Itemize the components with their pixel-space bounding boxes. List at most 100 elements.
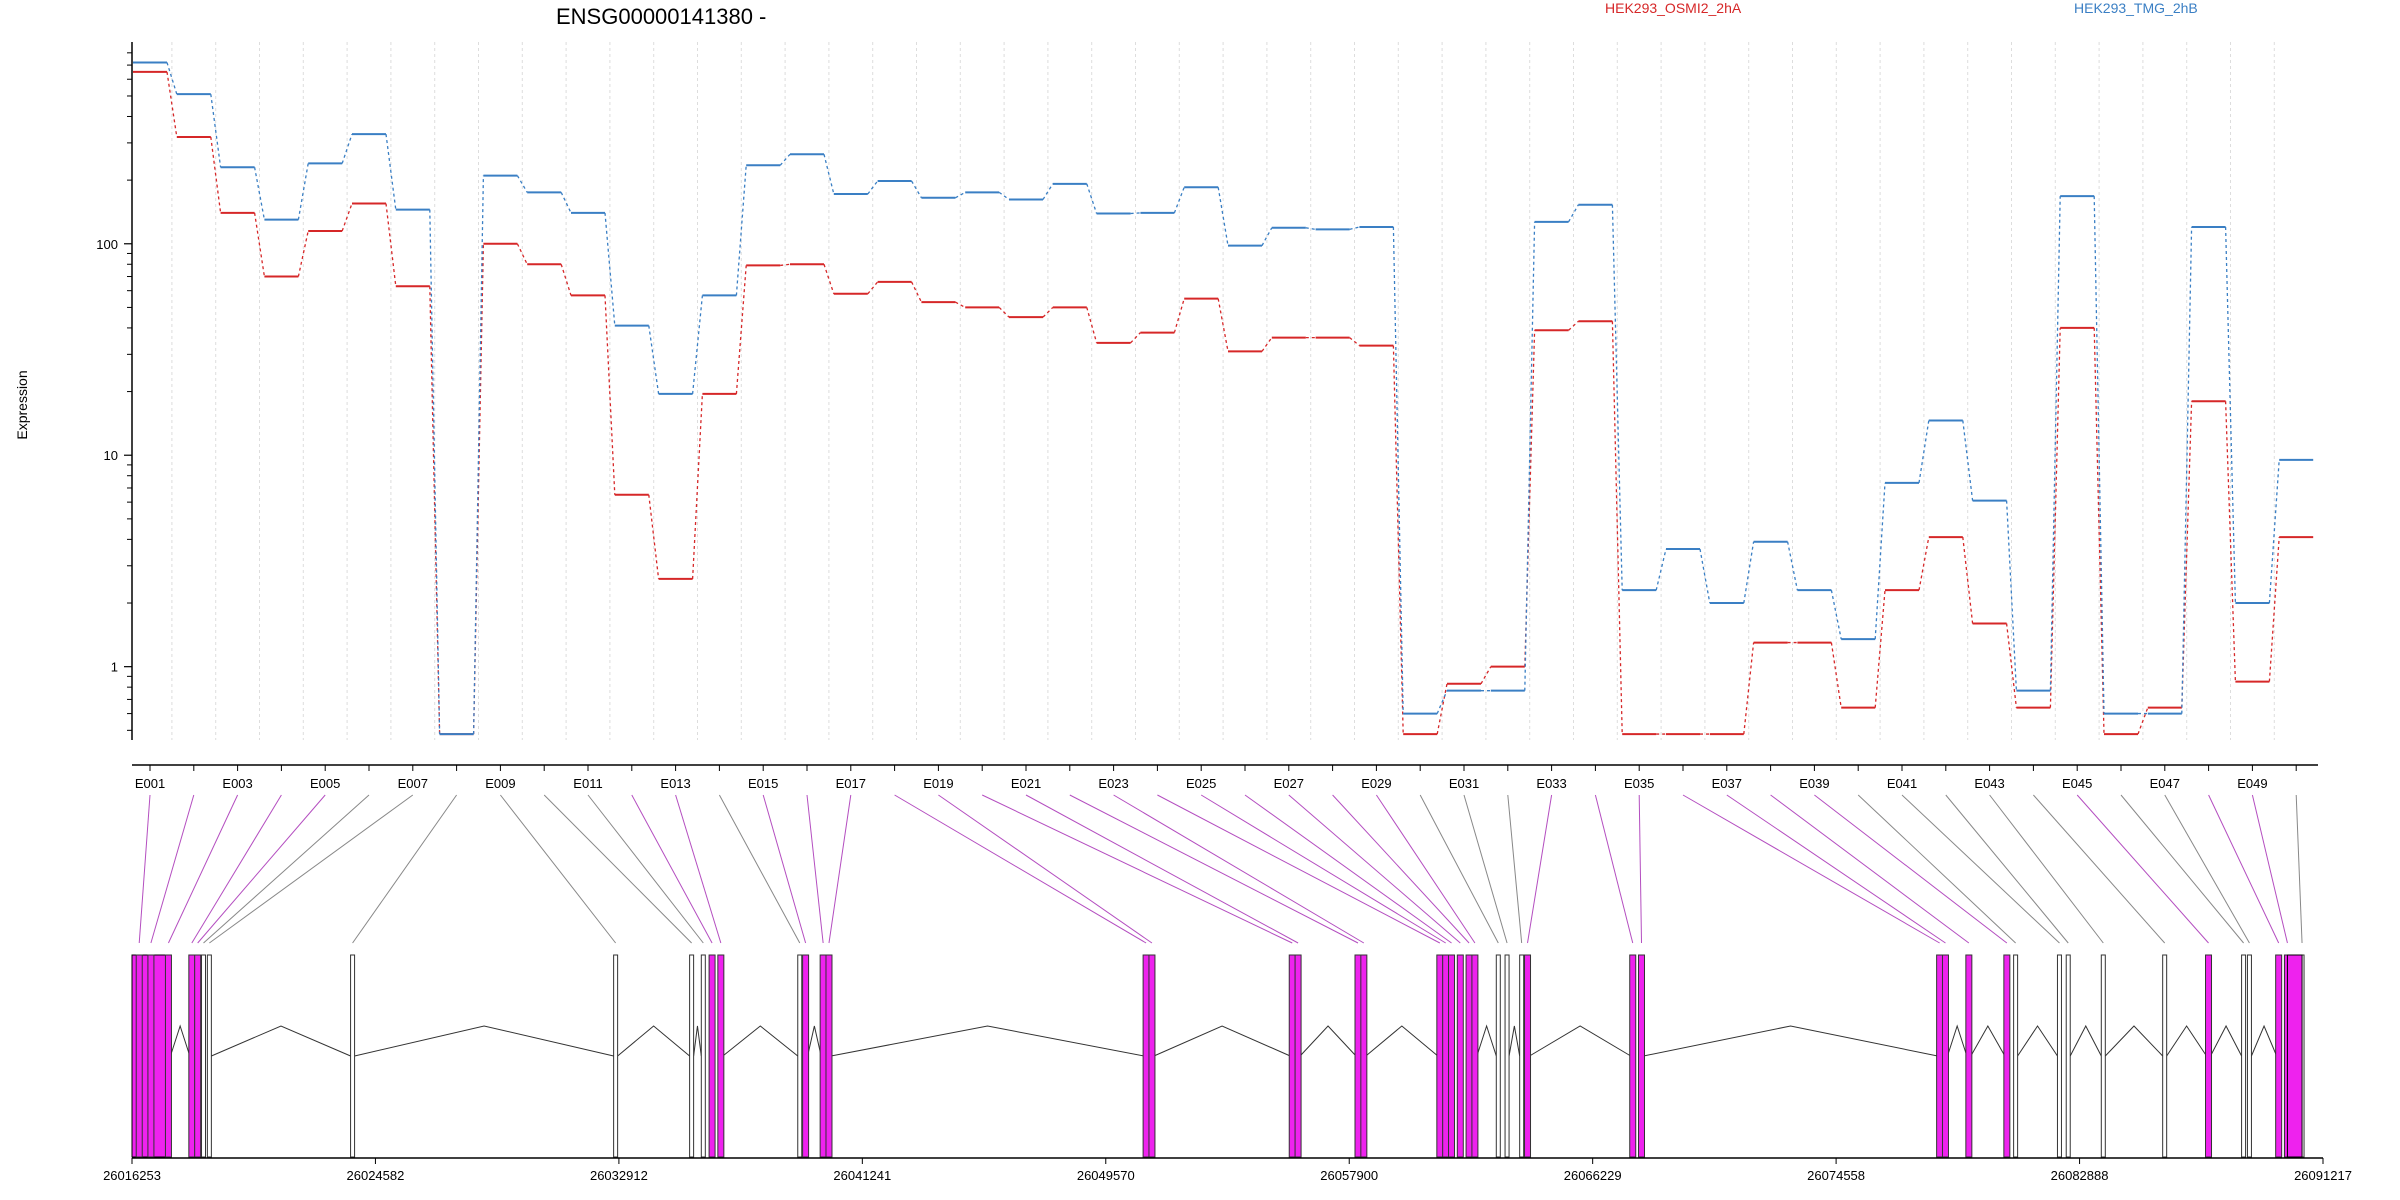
x-tick-label: E019 — [923, 776, 953, 791]
x-tick-label: E049 — [2237, 776, 2267, 791]
exon-block — [1519, 954, 1525, 1158]
x-tick-label: E011 — [573, 776, 602, 791]
series-connector — [867, 281, 879, 295]
exon-block — [708, 954, 716, 1158]
series-connector — [998, 191, 1010, 200]
intron — [693, 1025, 702, 1057]
series-connector — [691, 295, 704, 394]
exon-connector — [1770, 794, 1970, 944]
series-connector — [341, 133, 353, 164]
intron — [830, 1025, 1145, 1057]
series-connector — [604, 212, 616, 326]
series-connector — [1261, 337, 1273, 352]
exon-block — [1495, 954, 1501, 1158]
exon-block — [206, 954, 212, 1158]
series-connector — [516, 243, 528, 265]
exon-connector — [1682, 794, 1940, 944]
series-connector — [955, 301, 966, 308]
series-connector — [1086, 183, 1098, 214]
series-connector — [1611, 204, 1623, 591]
exon-block — [700, 954, 706, 1158]
x-tick-label: E045 — [2062, 776, 2092, 791]
series-connector — [1962, 420, 1974, 501]
x-tick-label: E015 — [748, 776, 778, 791]
series-connector — [955, 191, 966, 199]
exon-connector — [1594, 794, 1634, 944]
legend-entry-series-1: HEK293_TMG_2hB — [2074, 0, 2198, 16]
x-axis-ticks: E001 E003 E005 E007 E009 E011 E013 E015 E017 E019… — [135, 765, 2297, 791]
exon-block — [2241, 954, 2247, 1158]
y-axis-label: Expression — [14, 370, 30, 439]
exon-connector — [1901, 794, 2060, 944]
x-tick-label: E035 — [1624, 776, 1654, 791]
series-connector — [1568, 320, 1579, 331]
exon-block — [2003, 954, 2011, 1158]
series-connector — [648, 494, 660, 580]
exon-block — [1148, 954, 1156, 1158]
exon-block — [1965, 954, 1973, 1158]
exon-connector — [587, 794, 704, 944]
series-connector — [2224, 227, 2237, 604]
exon-block — [1936, 954, 1944, 1158]
series-connector — [2137, 707, 2149, 735]
exon-block — [825, 954, 833, 1158]
series-connector — [1436, 690, 1448, 714]
exon-connector — [1025, 794, 1299, 944]
gene-model-track — [131, 954, 2305, 1158]
x-tick-label: E039 — [1799, 776, 1829, 791]
exon-connector — [806, 794, 824, 944]
exon-connector — [718, 794, 801, 944]
series-connector — [385, 134, 397, 210]
series-connector — [911, 281, 922, 303]
series-connector — [1918, 536, 1930, 591]
exon-block — [350, 954, 356, 1158]
intron — [2104, 1025, 2164, 1057]
exon-connector — [2120, 794, 2244, 944]
genome-tick-label: 26091217 — [2294, 1168, 2352, 1183]
x-tick-label: E001 — [135, 776, 165, 791]
exon-block — [802, 954, 810, 1158]
x-tick-label: E005 — [310, 776, 340, 791]
x-tick-label: E027 — [1274, 776, 1304, 791]
series-connector — [998, 306, 1010, 318]
series-connector — [2049, 196, 2061, 691]
y-axis-ticks: 1 10 100 — [96, 52, 132, 731]
exon-connector — [209, 794, 414, 944]
series-connector — [2224, 401, 2237, 682]
exon-block — [1941, 954, 1949, 1158]
exon-connector — [2295, 794, 2303, 944]
series-connector — [2005, 623, 2018, 708]
series-connector — [1217, 298, 1229, 352]
exon-connector-lines — [138, 794, 2303, 944]
exon-connector — [2164, 794, 2250, 944]
intron — [1299, 1025, 1357, 1057]
series-connector — [1173, 298, 1185, 333]
intron — [1946, 1024, 1968, 1057]
exon-connector — [1375, 794, 1476, 944]
exon-connector — [1200, 794, 1446, 944]
exon-block — [1142, 954, 1150, 1158]
intron — [169, 1024, 191, 1057]
intron — [1529, 1025, 1631, 1057]
series-connector — [297, 230, 309, 277]
series-connector — [516, 175, 528, 193]
exon-block — [1629, 954, 1637, 1158]
genome-coordinate-ticks: 26016253 26024582 26032912 26041241 26049570… — [103, 1158, 2352, 1183]
exon-connector — [138, 794, 151, 944]
exon-connector — [762, 794, 807, 944]
exon-connector — [1507, 794, 1523, 944]
genome-tick-label: 26074558 — [1807, 1168, 1865, 1183]
exon-block — [1294, 954, 1302, 1158]
series-connector — [1524, 221, 1536, 691]
intron — [354, 1025, 614, 1057]
exon-block — [2056, 954, 2062, 1158]
series-connector — [472, 243, 485, 735]
exon-block — [613, 954, 619, 1158]
intron — [2250, 1024, 2278, 1057]
series-connector — [780, 263, 791, 267]
series-1 — [133, 61, 2314, 736]
x-tick-label: E031 — [1449, 776, 1479, 791]
exon-block — [1354, 954, 1362, 1158]
intron — [617, 1025, 690, 1057]
series-connector — [341, 203, 353, 232]
